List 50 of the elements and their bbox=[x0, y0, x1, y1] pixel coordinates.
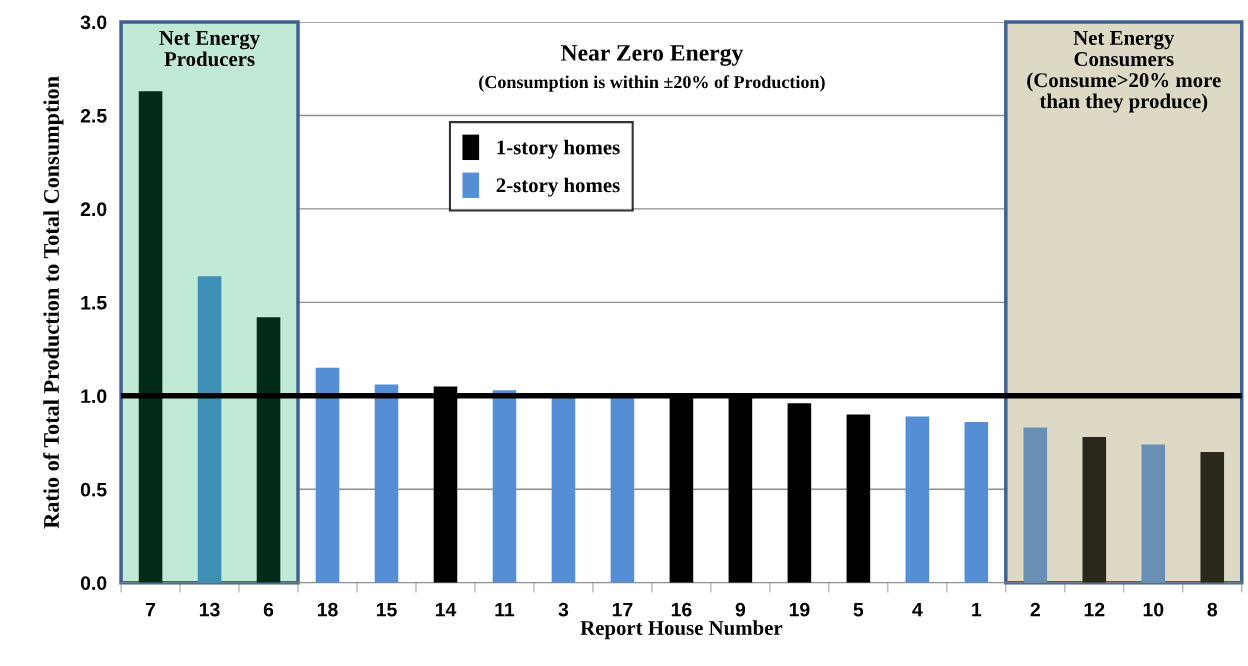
x-tick-label: 4 bbox=[912, 602, 923, 617]
x-tick-label: 16 bbox=[671, 602, 692, 617]
x-tick-label: 3 bbox=[558, 602, 569, 617]
bar bbox=[846, 414, 871, 583]
bar bbox=[315, 367, 340, 583]
annotation: (Consumption is within ±20% of Production) bbox=[479, 75, 825, 92]
annotation: Near Zero Energy bbox=[560, 45, 744, 66]
x-tick-label: 11 bbox=[495, 602, 515, 617]
bar bbox=[610, 397, 635, 583]
bar bbox=[138, 91, 163, 583]
x-tick-label: 6 bbox=[263, 602, 274, 617]
x-tick-label: 18 bbox=[317, 602, 338, 617]
legend-label: 1-story homes bbox=[497, 139, 620, 159]
band-label: Net Energy Consumers (Consume>20% more than they produce) bbox=[1027, 31, 1221, 113]
bar bbox=[551, 397, 576, 583]
band-label: Net Energy Producers bbox=[159, 31, 260, 67]
y-tick-label: 3.0 bbox=[80, 15, 107, 30]
x-tick-label: 14 bbox=[435, 602, 457, 617]
x-tick-label: 9 bbox=[735, 602, 746, 617]
x-tick-label: 7 bbox=[145, 602, 156, 617]
x-tick-label: 19 bbox=[789, 602, 810, 617]
y-tick-label: 2.5 bbox=[80, 108, 107, 123]
y-tick-label: 0.0 bbox=[80, 576, 107, 590]
y-tick-label: 1.5 bbox=[81, 296, 107, 310]
bar bbox=[374, 384, 399, 583]
bar bbox=[492, 390, 517, 583]
x-tick-label: 13 bbox=[199, 602, 220, 617]
x-tick-label: 12 bbox=[1084, 602, 1105, 617]
y-tick-label: 2.0 bbox=[80, 202, 107, 217]
x-tick-label: 17 bbox=[612, 602, 633, 617]
bar bbox=[256, 317, 281, 583]
x-tick-label: 8 bbox=[1207, 602, 1218, 617]
legend-label: 2-story homes bbox=[496, 177, 620, 197]
bar bbox=[1082, 436, 1107, 583]
bar bbox=[197, 276, 222, 583]
bar bbox=[787, 403, 812, 583]
x-tick-label: 1 bbox=[972, 602, 982, 617]
bar bbox=[1141, 444, 1166, 583]
x-tick-label: 10 bbox=[1143, 602, 1164, 617]
bar bbox=[1023, 427, 1048, 583]
x-tick-label: 5 bbox=[853, 602, 864, 617]
x-axis-title: Report House Number bbox=[580, 620, 783, 640]
y-axis-title: Ratio of Total Production to Total Consumption bbox=[43, 76, 64, 529]
x-tick-label: 15 bbox=[376, 602, 397, 617]
bar bbox=[964, 422, 989, 583]
bar bbox=[905, 416, 930, 583]
bar bbox=[1200, 451, 1225, 583]
y-tick-label: 0.5 bbox=[80, 482, 107, 497]
y-tick-label: 1.0 bbox=[81, 389, 107, 404]
x-tick-label: 2 bbox=[1030, 602, 1040, 617]
